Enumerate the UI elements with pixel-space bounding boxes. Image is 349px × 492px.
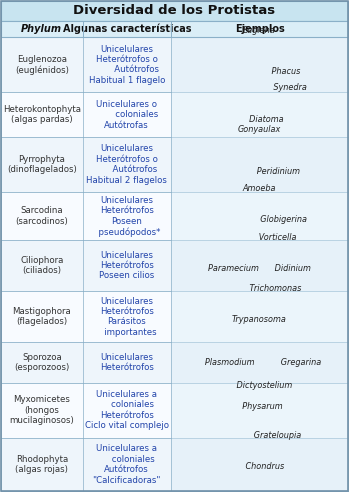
Bar xyxy=(1,92,348,137)
Text: Unicelulares
Heterótrofos
Poseen cilios: Unicelulares Heterótrofos Poseen cilios xyxy=(99,251,154,280)
Text: Algunas características: Algunas características xyxy=(62,24,191,34)
Text: Synedra


     Diatoma: Synedra Diatoma xyxy=(213,83,306,123)
Text: Euglenozoa
(euglénidos): Euglenozoa (euglénidos) xyxy=(15,55,69,75)
Text: Gonyaulax



              Peridinium: Gonyaulax Peridinium xyxy=(220,125,299,176)
Text: Dictyostelium

  Physarum: Dictyostelium Physarum xyxy=(227,381,293,411)
Bar xyxy=(171,92,348,137)
Bar xyxy=(171,342,348,383)
Text: Myxomicetes
(hongos
mucilaginosos): Myxomicetes (hongos mucilaginosos) xyxy=(9,395,74,425)
Bar xyxy=(171,291,348,342)
Text: Ejemplos: Ejemplos xyxy=(235,24,284,34)
Bar xyxy=(171,192,348,240)
Bar xyxy=(171,137,348,192)
Bar xyxy=(171,240,348,291)
Text: Mastigophora
(flagelados): Mastigophora (flagelados) xyxy=(13,307,71,326)
Text: Amoeba


                  Globigerina: Amoeba Globigerina xyxy=(213,184,306,224)
Bar xyxy=(1,21,348,37)
Text: Pyrrophyta
(dinoflagelados): Pyrrophyta (dinoflagelados) xyxy=(7,155,77,174)
Text: Grateloupia


    Chondrus: Grateloupia Chondrus xyxy=(217,431,302,471)
Text: Euglena



                    Phacus: Euglena Phacus xyxy=(219,26,300,76)
Bar xyxy=(1,383,348,438)
Text: Heterokontophyta
(algas pardas): Heterokontophyta (algas pardas) xyxy=(3,105,81,124)
Bar xyxy=(171,383,348,438)
Text: Unicelulares o
       coloniales
Autótrofas: Unicelulares o coloniales Autótrofas xyxy=(96,100,158,129)
Text: Diversidad de los Protistas: Diversidad de los Protistas xyxy=(73,4,276,18)
Bar xyxy=(1,342,348,383)
Text: Unicelulares
Heterótrofos
Poseen
  pseudópodos*: Unicelulares Heterótrofos Poseen pseudóp… xyxy=(93,196,161,237)
Text: Unicelulares a
     coloniales
Autótrofos
"Calcificadoras": Unicelulares a coloniales Autótrofos "Ca… xyxy=(92,444,161,485)
Text: Sarcodina
(sarcodinos): Sarcodina (sarcodinos) xyxy=(15,207,68,226)
Text: Unicelulares
Heterótrofos: Unicelulares Heterótrofos xyxy=(100,353,154,372)
Text: Unicelulares
Heterótrofos
Parásitos
   importantes: Unicelulares Heterótrofos Parásitos impo… xyxy=(96,297,157,337)
Text: Unicelulares a
    coloniales
Heterótrofos
Ciclo vital complejo: Unicelulares a coloniales Heterótrofos C… xyxy=(85,390,169,430)
Text: Unicelulares
Heterótrofos o
       Autótrofos
Habitual 1 flagelo: Unicelulares Heterótrofos o Autótrofos H… xyxy=(89,45,165,85)
Bar xyxy=(1,192,348,240)
Bar xyxy=(171,438,348,491)
Text: Trichomonas


Trypanosoma: Trichomonas Trypanosoma xyxy=(218,284,301,324)
Bar xyxy=(1,1,348,21)
Bar xyxy=(171,37,348,92)
Text: Unicelulares
Heterótrofos o
      Autótrofos
Habitual 2 flagelos: Unicelulares Heterótrofos o Autótrofos H… xyxy=(86,145,167,184)
Text: Plasmodium          Gregarina: Plasmodium Gregarina xyxy=(198,338,322,367)
Bar xyxy=(1,291,348,342)
Bar xyxy=(1,37,348,92)
Text: Phylum: Phylum xyxy=(21,24,62,34)
Text: Ciliophora
(ciliados): Ciliophora (ciliados) xyxy=(20,256,64,276)
Text: Sporozoa
(esporozoos): Sporozoa (esporozoos) xyxy=(14,353,69,372)
Bar xyxy=(1,240,348,291)
Bar xyxy=(1,438,348,491)
Text: Vorticella


Paramecium      Didinium: Vorticella Paramecium Didinium xyxy=(208,233,311,273)
Bar xyxy=(1,137,348,192)
Text: Rhodophyta
(algas rojas): Rhodophyta (algas rojas) xyxy=(15,455,68,474)
